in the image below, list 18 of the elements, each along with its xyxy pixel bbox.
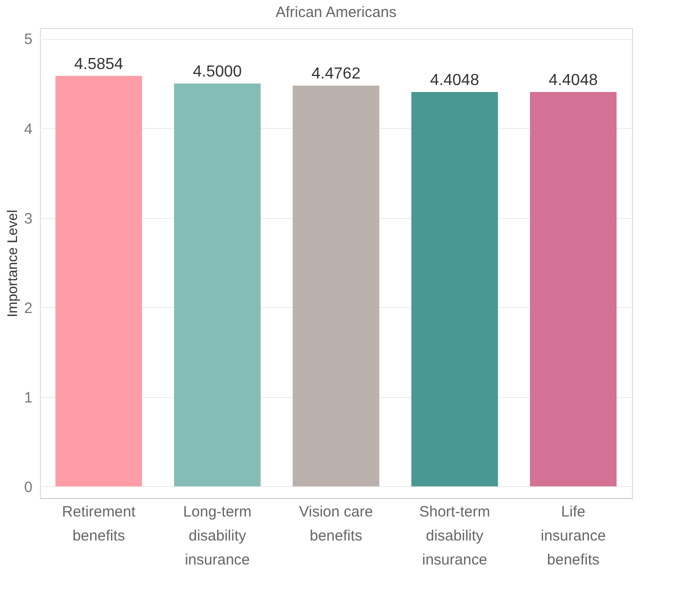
y-tick-label: 3 (24, 210, 32, 228)
y-tick-label: 0 (24, 478, 32, 496)
x-tick-label: Short-term disability insurance (419, 504, 490, 568)
y-tick-label: 5 (24, 31, 32, 48)
x-tick-label: Vision care benefits (299, 504, 373, 544)
y-tick-label: 4 (24, 120, 32, 138)
x-tick-label: Retirement benefits (62, 504, 136, 544)
data-label: 4.4048 (548, 72, 598, 90)
x-tick-label: Life insurance benefits (540, 504, 606, 568)
data-label: 4.5854 (74, 56, 124, 73)
chart-title: African Americans (276, 4, 396, 21)
y-tick-label: 2 (24, 300, 32, 317)
data-label: 4.4762 (312, 66, 361, 83)
data-label: 4.5000 (192, 64, 242, 81)
x-tick-label: Long-term disability insurance (183, 504, 252, 568)
y-tick-label: 1 (24, 389, 32, 406)
y-axis-title: Importance Level (4, 210, 20, 318)
data-label: 4.4048 (430, 72, 480, 90)
